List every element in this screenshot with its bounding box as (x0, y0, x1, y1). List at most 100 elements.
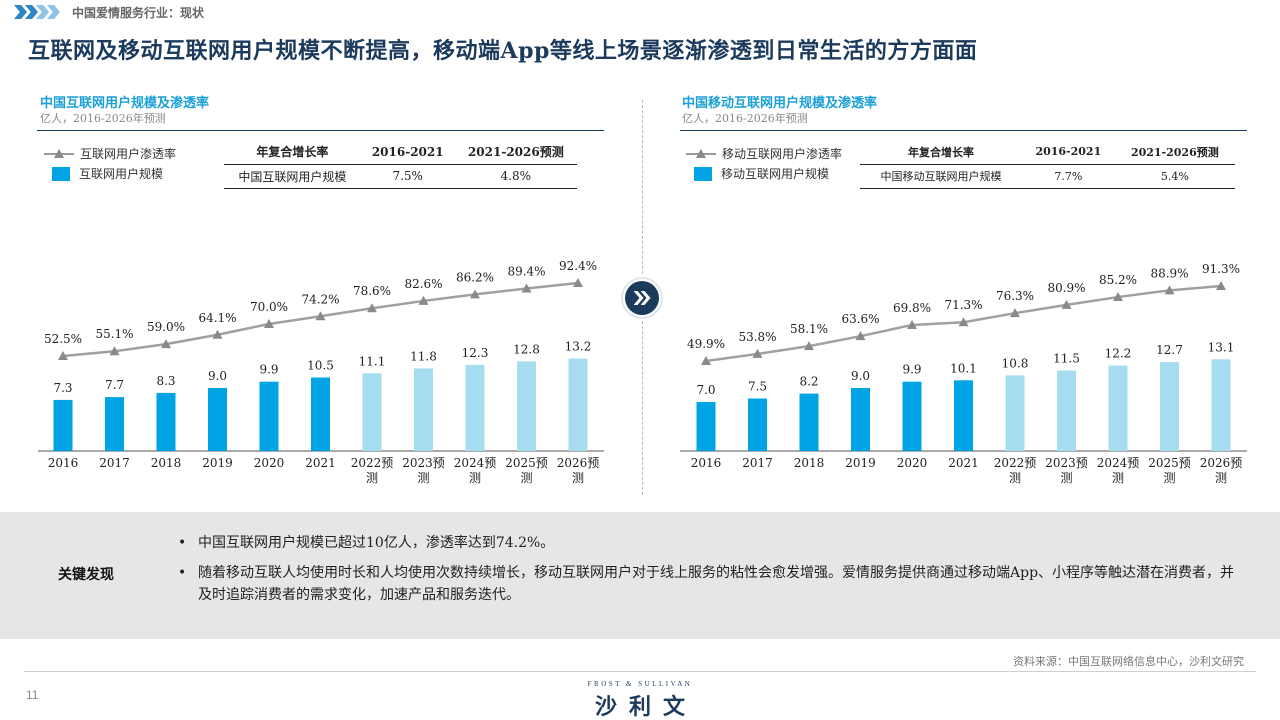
table-row: 中国互联网用户规模 7.5% 4.8% (224, 164, 577, 189)
bar (1211, 359, 1231, 451)
bar (105, 397, 124, 451)
table-header: 年复合增长率 (860, 140, 1022, 165)
x-tick-label: 2025预测 (1148, 456, 1191, 485)
right-legend-bar-label: 移动互联网用户规模 (721, 167, 830, 181)
line-value-label: 71.3% (944, 298, 982, 312)
line-point (521, 283, 532, 293)
bar (311, 377, 330, 451)
x-tick-label: 2024预测 (1097, 456, 1140, 485)
table-header-row: 年复合增长率 2016-2021 2021-2026预测 (860, 140, 1235, 165)
line-point (418, 295, 429, 305)
line-value-label: 53.8% (738, 330, 776, 344)
bar-value-label: 10.5 (307, 359, 334, 373)
breadcrumb: 中国爱情服务行业：现状 (14, 4, 204, 20)
left-legend-bar-label: 互联网用户规模 (79, 167, 164, 181)
line-value-label: 55.1% (95, 327, 133, 341)
line-point (367, 303, 377, 313)
table-cell: 7.7% (1022, 164, 1115, 189)
line-value-label: 74.2% (301, 292, 339, 306)
x-tick-label: 2017 (99, 456, 130, 470)
line-point (855, 331, 866, 341)
bar (1057, 370, 1076, 451)
table-header: 2021-2026预测 (454, 140, 577, 165)
key-findings-section: 关键发现 中国互联网用户规模已超过10亿人，渗透率达到74.2%。 随着移动互联… (0, 512, 1280, 639)
table-cell: 中国互联网用户规模 (224, 164, 361, 189)
bar (696, 402, 716, 451)
line-value-label: 88.9% (1150, 266, 1188, 280)
line-point (212, 329, 223, 339)
x-tick-label: 2025预测 (505, 456, 548, 485)
bar (362, 373, 382, 451)
bar (414, 368, 433, 451)
x-tick-label: 2016 (48, 456, 79, 470)
line-value-label: 63.6% (841, 312, 879, 326)
x-tick-label: 2018 (794, 456, 825, 470)
left-legend-line: 互联网用户渗透率 (44, 145, 176, 162)
line-value-label: 91.3% (1202, 262, 1240, 276)
line-point (701, 356, 711, 365)
x-tick-label: 2024预测 (454, 456, 497, 485)
line-point (1061, 299, 1072, 309)
bar-value-label: 11.1 (359, 354, 386, 368)
line-value-label: 59.0% (147, 320, 185, 334)
bar-value-label: 13.2 (565, 340, 592, 354)
bar-value-label: 10.1 (950, 361, 977, 375)
left-legend-bar: 互联网用户规模 (44, 165, 163, 182)
bar (465, 364, 485, 451)
line-point (573, 278, 583, 287)
line-point (1113, 292, 1123, 302)
right-legend-line: 移动互联网用户渗透率 (686, 145, 842, 162)
left-panel-subtitle: 亿人，2016-2026年预测 (40, 112, 166, 125)
table-header: 年复合增长率 (224, 140, 361, 165)
left-cagr-table: 年复合增长率 2016-2021 2021-2026预测 中国互联网用户规模 7… (224, 140, 577, 189)
list-item: 中国互联网用户规模已超过10亿人，渗透率达到74.2%。 (178, 532, 1238, 554)
line-value-label: 89.4% (507, 264, 545, 278)
x-tick-label: 2026预测 (1200, 456, 1243, 485)
line-point (470, 289, 480, 299)
bar (902, 381, 922, 451)
bar (53, 399, 73, 451)
bar (259, 381, 279, 451)
line-marker-icon (686, 148, 716, 159)
bar (1108, 365, 1128, 451)
table-header: 2016-2021 (1022, 140, 1115, 165)
bar-value-label: 12.8 (513, 342, 540, 356)
bar-value-label: 9.9 (259, 363, 278, 377)
source-note: 资料来源：中国互联网络信息中心，沙利文研究 (1013, 655, 1244, 668)
line-value-label: 69.8% (893, 301, 931, 315)
left-legend-line-label: 互联网用户渗透率 (80, 147, 177, 161)
x-tick-label: 2023预测 (402, 456, 445, 485)
chevron-right-icon (621, 277, 663, 319)
right-panel-subtitle: 亿人，2016-2026年预测 (682, 112, 808, 125)
findings-list: 中国互联网用户规模已超过10亿人，渗透率达到74.2%。 随着移动互联人均使用时… (178, 532, 1238, 614)
right-legend-bar: 移动互联网用户规模 (686, 165, 829, 182)
bar (208, 388, 227, 451)
bar-value-label: 7.0 (696, 383, 715, 397)
list-item: 随着移动互联人均使用时长和人均使用次数持续增长，移动互联网用户对于线上服务的粘性… (178, 562, 1238, 606)
line-value-label: 85.2% (1099, 273, 1137, 287)
line-value-label: 82.6% (404, 277, 442, 291)
x-tick-label: 2019 (202, 456, 233, 470)
line-point (804, 341, 814, 351)
table-cell: 5.4% (1114, 164, 1235, 189)
page-number: 11 (26, 688, 39, 702)
x-tick-label: 2021 (948, 456, 979, 470)
bar-value-label: 7.7 (105, 378, 124, 392)
line-point (1216, 281, 1226, 290)
bar (517, 361, 536, 451)
line-point (109, 346, 120, 356)
x-tick-label: 2017 (742, 456, 773, 470)
right-legend-line-label: 移动互联网用户渗透率 (722, 147, 843, 161)
key-findings-label: 关键发现 (58, 567, 114, 583)
left-panel-title: 中国互联网用户规模及渗透率 (40, 96, 210, 111)
bar-value-label: 12.3 (462, 346, 489, 360)
bar-value-label: 12.2 (1105, 347, 1132, 361)
x-tick-label: 2023预测 (1045, 456, 1088, 485)
page-title: 互联网及移动互联网用户规模不断提高，移动端App等线上场景逐渐渗透到日常生活的方… (28, 38, 978, 64)
line-value-label: 86.2% (456, 270, 494, 284)
line-value-label: 64.1% (198, 311, 236, 325)
bar (156, 392, 176, 451)
bar (1160, 362, 1179, 451)
line-point (1010, 308, 1020, 318)
